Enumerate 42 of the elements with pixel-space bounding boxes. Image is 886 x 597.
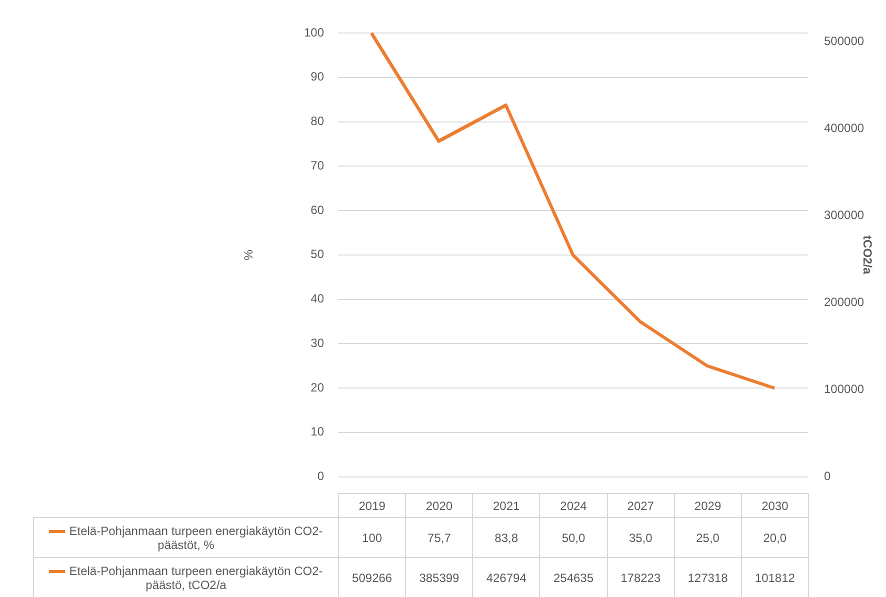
data-label: 101812 [741, 558, 808, 597]
x-tick-label: 2021 [472, 494, 540, 518]
y-axis-title: % [242, 249, 256, 260]
y-tick-label: 70 [310, 158, 324, 172]
data-label: 385399 [406, 558, 473, 597]
y2-tick-label: 0 [824, 469, 831, 484]
data-label: 75,7 [406, 518, 473, 558]
data-label: 178223 [607, 558, 674, 597]
y-tick-label: 60 [310, 202, 324, 217]
data-label: 426794 [472, 558, 540, 597]
y-tick-label: 40 [310, 292, 324, 306]
x-tick-label: 2029 [674, 494, 742, 518]
data-label: 25,0 [674, 518, 742, 558]
y2-tick-label: 500000 [824, 34, 864, 48]
y-tick-label: 80 [310, 114, 324, 128]
data-label: 127318 [674, 558, 742, 597]
x-tick-label: 2020 [406, 494, 473, 518]
x-tick-label: 2027 [607, 494, 674, 518]
y-tick-label: 10 [310, 424, 324, 439]
y2-tick-label: 400000 [824, 121, 864, 136]
y-tick-label: 0 [317, 469, 324, 484]
y2-axis-title: tCO2/a [860, 236, 874, 275]
x-tick-label: 2019 [338, 494, 406, 518]
data-label: 20,0 [741, 518, 808, 558]
data-label: 83,8 [472, 518, 540, 558]
y-tick-label: 20 [310, 380, 324, 394]
y-tick-label: 100 [304, 25, 324, 40]
y-tick-label: 90 [310, 70, 324, 84]
y2-tick-label: 200000 [824, 295, 864, 310]
y-tick-label: 30 [310, 336, 324, 350]
y2-tick-label: 100000 [824, 382, 864, 396]
x-tick-label: 2030 [741, 494, 808, 518]
legend-label: Etelä-Pohjanmaan turpeen energiakäytön CO2-päästöt, % [69, 524, 323, 552]
y-tick-label: 50 [310, 247, 324, 262]
data-label: 254635 [540, 558, 608, 597]
data-label: 509266 [338, 558, 406, 597]
x-tick-label: 2024 [540, 494, 608, 518]
data-label: 35,0 [607, 518, 674, 558]
data-label: 100 [338, 518, 406, 558]
legend-label: Etelä-Pohjanmaan turpeen energiakäytön CO2-päästö, tCO2/a [69, 564, 323, 592]
data-label: 50,0 [540, 518, 608, 558]
y2-tick-label: 300000 [824, 208, 864, 222]
